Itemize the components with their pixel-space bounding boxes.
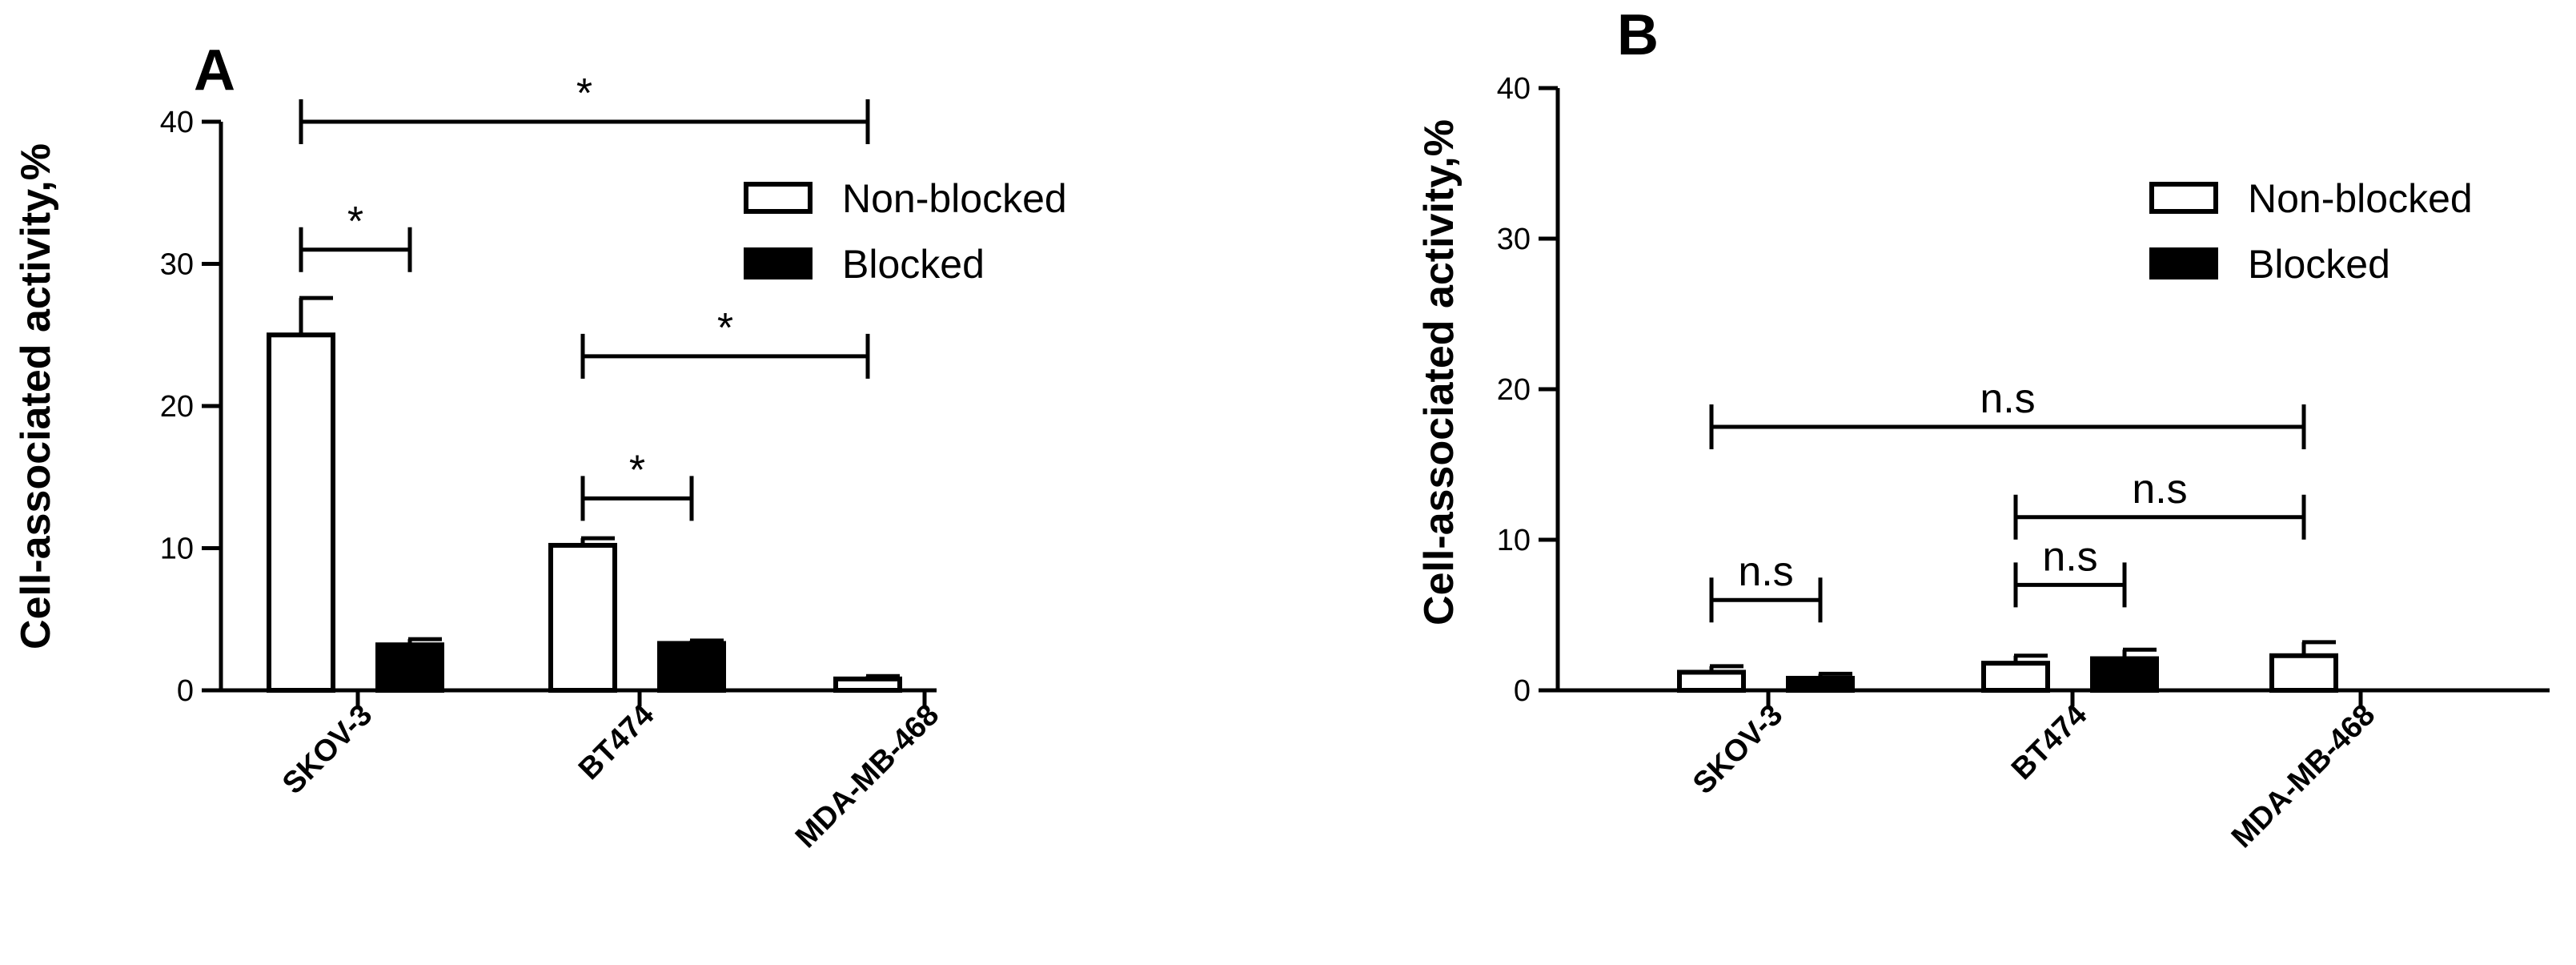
bar-a <box>833 676 902 693</box>
category-label-b: SKOV-3 <box>1687 698 1789 801</box>
bar-a <box>375 642 444 694</box>
significance-label-b: n.s <box>1738 549 1793 595</box>
category-label-a: MDA-MB-468 <box>789 698 945 854</box>
significance-label-b: n.s <box>2132 466 2187 513</box>
y-tick-label-b: 30 <box>1497 223 1531 256</box>
bar-a <box>657 641 726 693</box>
panel-letter-b: B <box>1617 3 1659 67</box>
bar-b <box>1981 661 2050 693</box>
y-axis-label-b: Cell-associated activity,% <box>1416 119 1463 625</box>
bar-b <box>2090 656 2159 694</box>
significance-label-a: * <box>576 70 592 117</box>
significance-label-b: n.s <box>1980 376 2035 422</box>
y-tick-label-b: 10 <box>1497 524 1531 557</box>
legend-swatch-a <box>744 247 813 279</box>
y-axis-label-a: Cell-associated activity,% <box>13 143 59 649</box>
legend-label-b: Non-blocked <box>2248 176 2473 221</box>
category-label-a: BT474 <box>572 698 660 786</box>
bar-b <box>1677 669 1746 694</box>
legend-label-a: Blocked <box>842 242 985 287</box>
panel-letter-a: A <box>194 38 235 103</box>
significance-label-a: * <box>347 199 363 245</box>
y-tick-label-b: 20 <box>1497 373 1531 407</box>
y-tick-label-a: 20 <box>160 390 194 424</box>
y-tick-label-b: 40 <box>1497 72 1531 106</box>
y-tick-label-a: 0 <box>177 674 194 708</box>
panel-b: B Cell-associated activity,% 0 10 20 30 40 SK… <box>1416 3 2550 854</box>
category-label-b: BT474 <box>2005 698 2093 786</box>
y-tick-label-a: 30 <box>160 248 194 282</box>
category-label-a: SKOV-3 <box>276 698 379 801</box>
y-tick-label-b: 0 <box>1514 674 1531 708</box>
bar-b <box>2269 653 2338 694</box>
y-tick-label-a: 10 <box>160 533 194 566</box>
y-tick-label-a: 40 <box>160 106 194 139</box>
legend-swatch-b <box>2149 182 2218 214</box>
category-label-b: MDA-MB-468 <box>2225 698 2381 854</box>
legend-swatch-b <box>2149 247 2218 279</box>
significance-label-a: * <box>629 447 645 493</box>
panel-a: A Cell-associated activity,% 0 10 20 30 40 SK… <box>13 38 1067 854</box>
legend-label-b: Blocked <box>2248 242 2390 287</box>
significance-label-b: n.s <box>2042 533 2097 580</box>
legend-swatch-a <box>744 182 813 214</box>
significance-label-a: * <box>717 305 733 352</box>
bar-a <box>548 542 617 694</box>
bar-a <box>267 332 335 693</box>
legend-label-a: Non-blocked <box>842 176 1067 221</box>
bar-b <box>1786 675 1855 694</box>
